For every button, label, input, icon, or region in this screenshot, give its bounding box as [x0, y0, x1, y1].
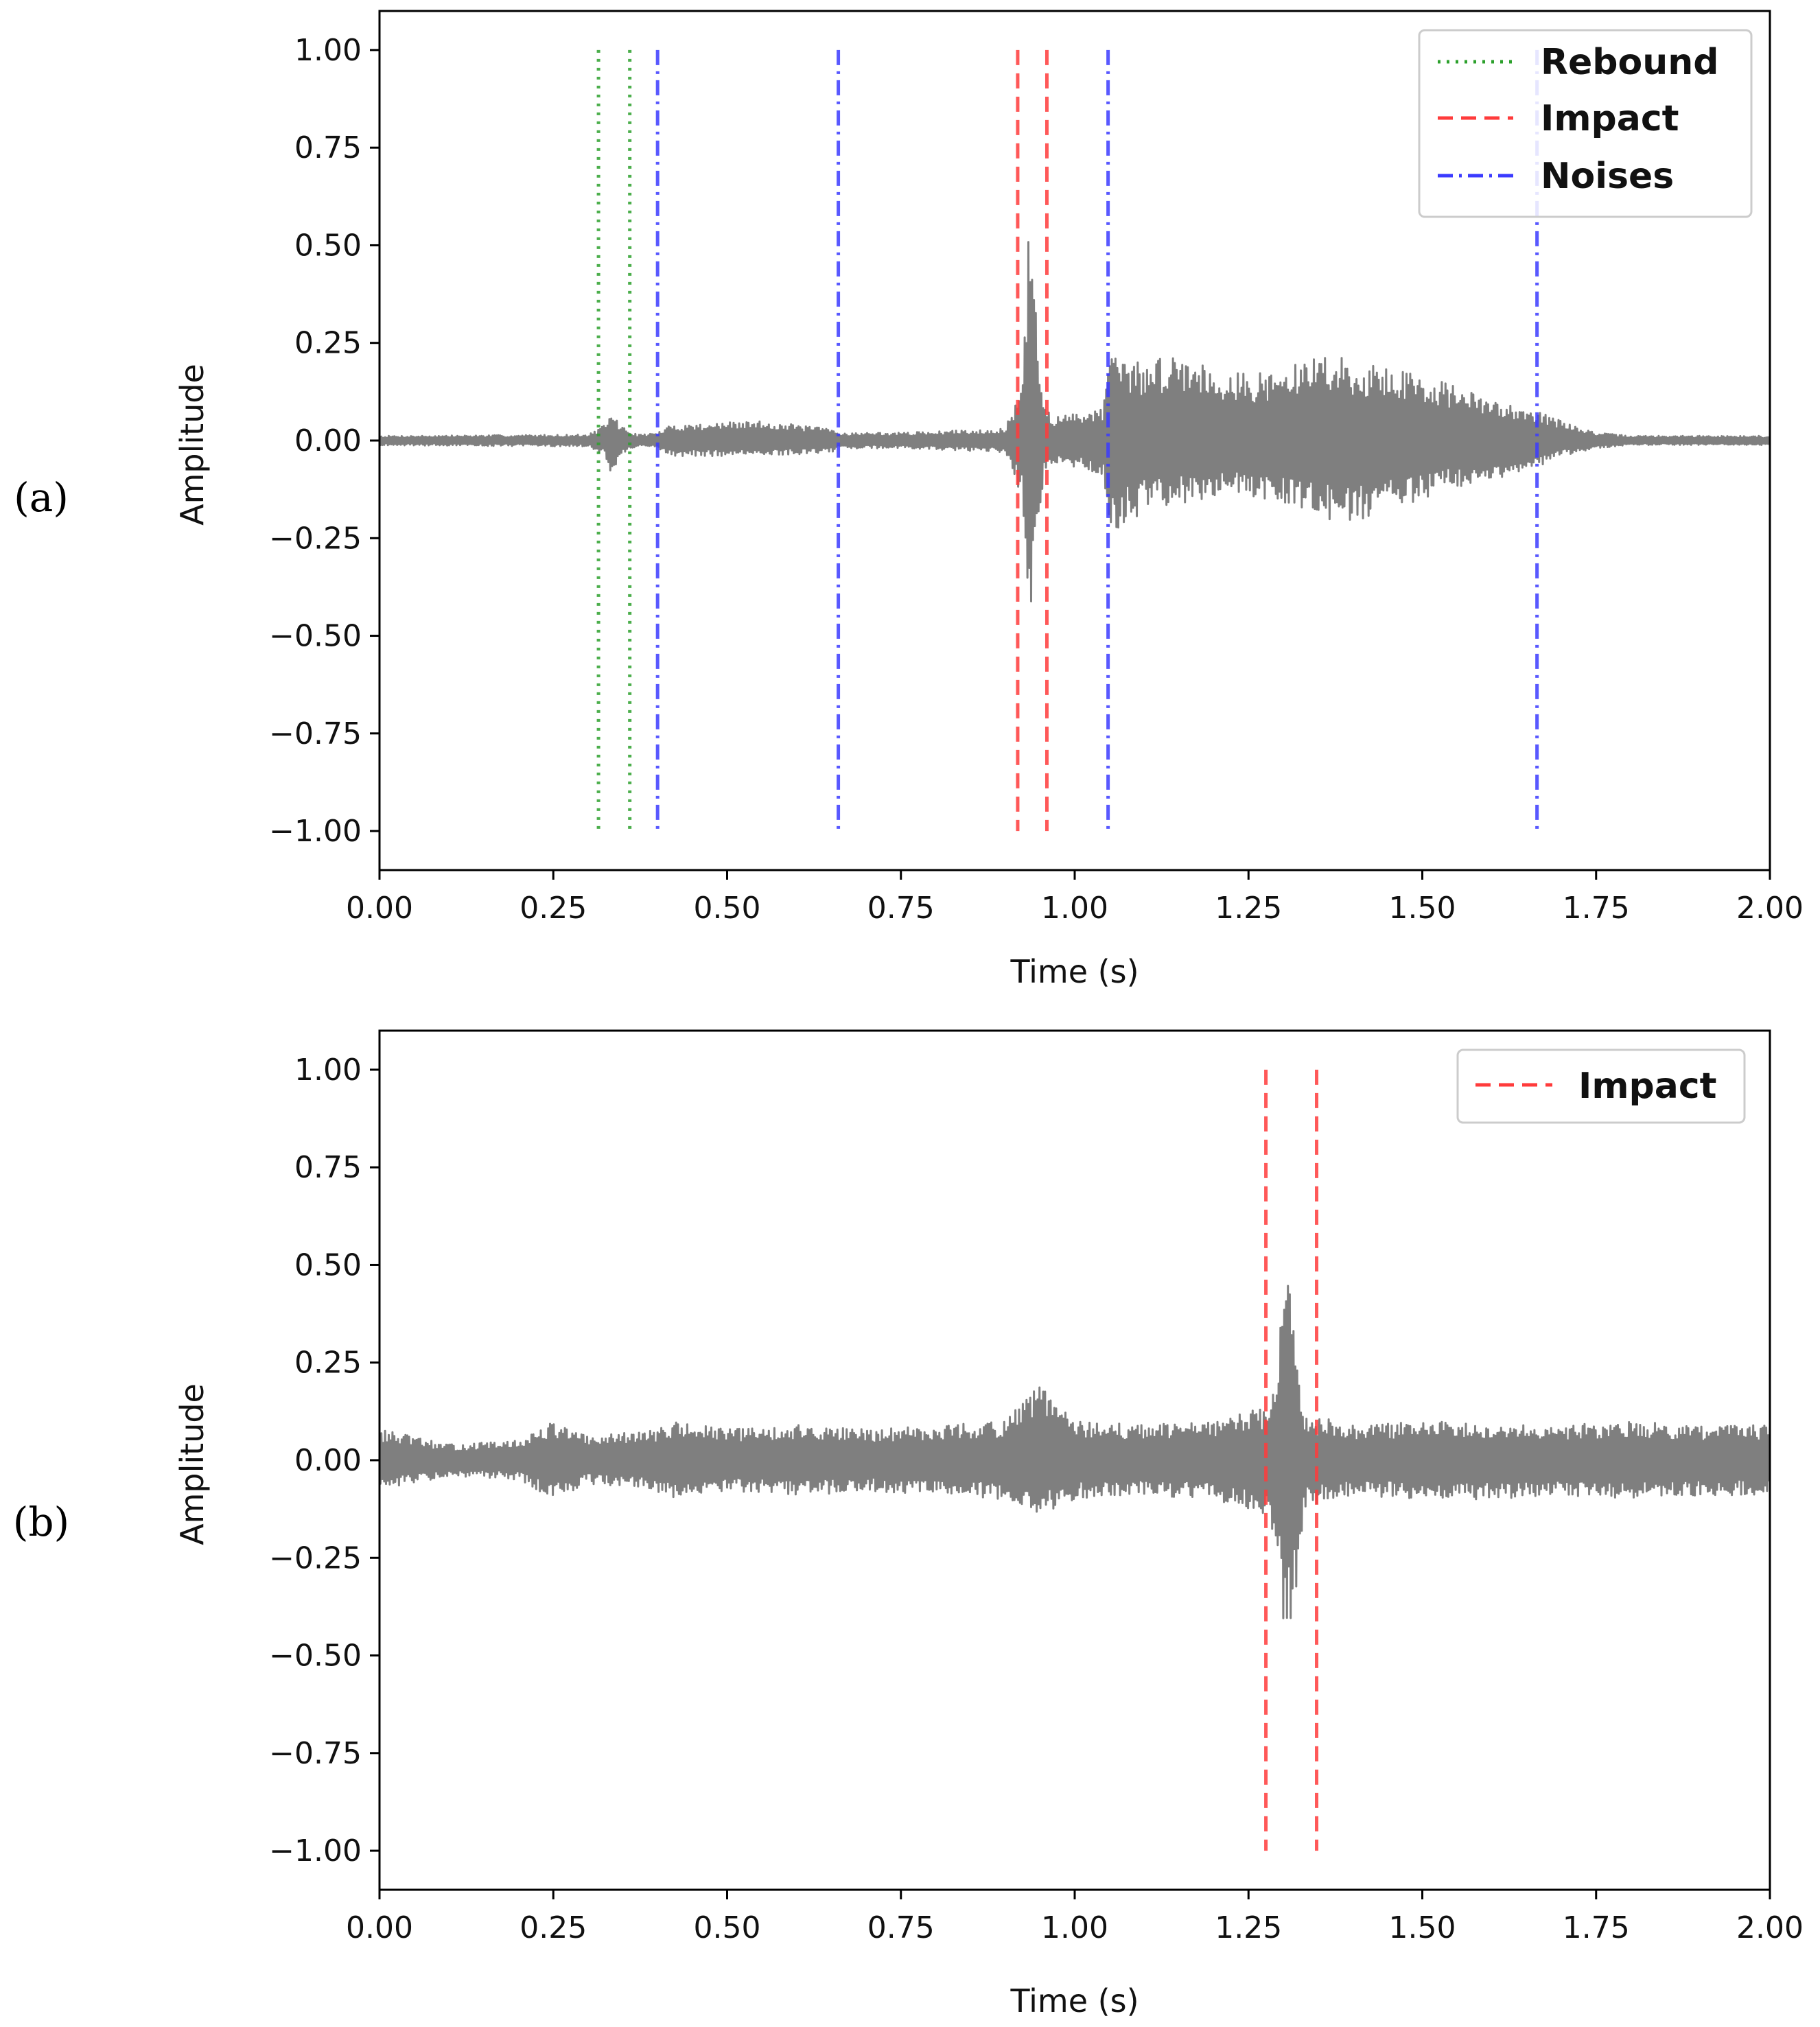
- y-tick-label: −0.25: [269, 521, 362, 556]
- y-tick-label: 1.00: [294, 1053, 362, 1088]
- panel-b-markers-layer: [1264, 1069, 1319, 1851]
- x-tick-label: 0.25: [520, 891, 587, 926]
- panel-a: (a) 1.00 0.75 0.50 0.25 0.00 −0.25 −0.50 −0.75 −…: [14, 10, 1804, 990]
- y-tick-label: −0.50: [269, 619, 362, 654]
- x-tick-label: 2.00: [1736, 1910, 1804, 1945]
- panel-a-y-axis-label: Amplitude: [174, 364, 211, 526]
- x-tick-label: 0.50: [694, 891, 761, 926]
- y-tick-label: −0.75: [269, 1736, 362, 1771]
- x-tick-label: 0.00: [346, 891, 413, 926]
- signal-trace: [378, 1285, 1771, 1619]
- panel-b-ticks-layer: 1.00 0.75 0.50 0.25 0.00 −0.25 −0.50 −0.75 −1.00…: [269, 1053, 1804, 1945]
- panel-a-x-axis-label: Time (s): [1010, 953, 1139, 990]
- panel-a-legend: Rebound Impact Noises: [1418, 29, 1753, 218]
- y-tick-label: 0.50: [294, 1247, 362, 1282]
- panel-b-plot-frame: [378, 1029, 1771, 1891]
- x-tick-label: 1.25: [1215, 1910, 1282, 1945]
- panel-b-legend: Impact: [1456, 1048, 1746, 1124]
- x-tick-label: 2.00: [1736, 891, 1804, 926]
- y-tick-label: −0.50: [269, 1639, 362, 1674]
- legend-label-noises: Noises: [1541, 156, 1674, 197]
- panel-a-plot-frame: [378, 10, 1771, 871]
- y-tick-label: 0.00: [294, 423, 362, 458]
- y-tick-label: 0.00: [294, 1443, 362, 1478]
- panel-b-label: (b): [13, 1499, 69, 1545]
- x-tick-label: 0.75: [867, 1910, 935, 1945]
- x-tick-label: 1.50: [1389, 891, 1456, 926]
- panel-b-signal-layer: [378, 1285, 1771, 1619]
- legend-label-impact: Impact: [1541, 98, 1679, 139]
- x-tick-label: 1.25: [1215, 891, 1282, 926]
- y-tick-label: −1.00: [269, 814, 362, 849]
- panel-b-legend-box: [1456, 1048, 1746, 1124]
- x-tick-label: 1.50: [1389, 1910, 1456, 1945]
- panel-a-legend-box: [1418, 29, 1753, 218]
- y-tick-label: −0.75: [269, 716, 362, 751]
- x-tick-label: 0.25: [520, 1910, 587, 1945]
- y-tick-label: 0.25: [294, 1346, 362, 1381]
- panel-a-label: (a): [14, 474, 69, 521]
- panel-b: (b) 1.00 0.75 0.50 0.25 0.00 −0.25 −0.50 −0.75 −…: [13, 1029, 1804, 2019]
- y-tick-label: 1.00: [294, 33, 362, 68]
- x-tick-label: 0.00: [346, 1910, 413, 1945]
- y-tick-label: 0.25: [294, 326, 362, 361]
- legend-label-rebound: Rebound: [1541, 42, 1719, 83]
- panel-a-ticks-layer: 1.00 0.75 0.50 0.25 0.00 −0.25 −0.50 −0.75 −1.00…: [269, 33, 1804, 926]
- y-tick-label: 0.75: [294, 130, 362, 165]
- y-tick-label: 0.50: [294, 228, 362, 263]
- y-tick-label: −0.25: [269, 1540, 362, 1575]
- x-tick-label: 1.75: [1563, 1910, 1630, 1945]
- x-tick-label: 1.00: [1041, 1910, 1108, 1945]
- y-tick-label: 0.75: [294, 1150, 362, 1185]
- legend-label-impact: Impact: [1578, 1066, 1717, 1107]
- y-tick-label: −1.00: [269, 1833, 362, 1868]
- x-tick-label: 1.00: [1041, 891, 1108, 926]
- x-tick-label: 0.75: [867, 891, 935, 926]
- x-tick-label: 1.75: [1563, 891, 1630, 926]
- panel-b-x-axis-label: Time (s): [1010, 1982, 1139, 2019]
- x-tick-label: 0.50: [694, 1910, 761, 1945]
- panel-b-y-axis-label: Amplitude: [174, 1383, 211, 1545]
